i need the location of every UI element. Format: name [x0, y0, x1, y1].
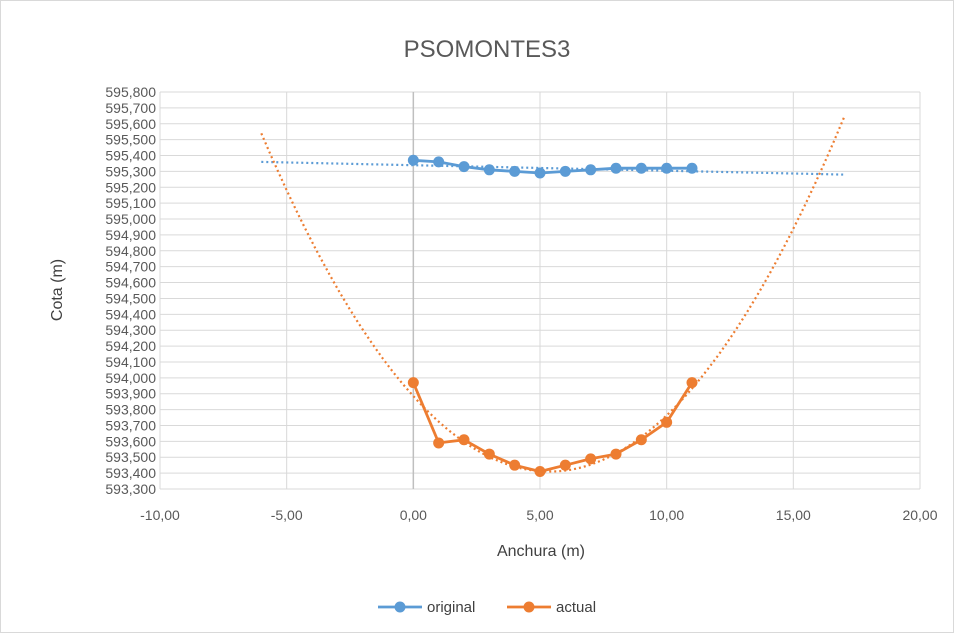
y-tick-label: 594,100: [105, 354, 156, 370]
trendlines: [260, 116, 846, 473]
y-tick-label: 593,300: [105, 481, 156, 497]
y-tick-label: 594,800: [105, 243, 156, 259]
y-tick-label: 595,700: [105, 100, 156, 116]
y-tick-label: 593,900: [105, 386, 156, 402]
x-tick-label: 5,00: [526, 507, 553, 523]
legend-swatch-marker: [394, 601, 406, 613]
y-tick-label: 594,200: [105, 338, 156, 354]
legend-label: actual: [556, 599, 596, 616]
actual-point: [407, 377, 419, 389]
y-tick-label: 594,000: [105, 370, 156, 386]
gridlines: [159, 91, 921, 490]
original-trendline: [261, 160, 845, 176]
y-tick-label: 595,400: [105, 148, 156, 164]
y-tick-label: 595,200: [105, 179, 156, 195]
x-tick-labels: -10,00 -5,00 0,00 5,00 10,00 15,00 20,00: [140, 507, 938, 523]
original-series: [407, 154, 698, 179]
legend-item-original: original: [378, 599, 475, 616]
actual-line: [412, 381, 694, 473]
original-point: [509, 165, 521, 177]
chart-title: PSOMONTES3: [404, 36, 571, 63]
actual-trendline: [260, 116, 846, 473]
original-point: [433, 156, 445, 168]
actual-point: [686, 377, 698, 389]
original-point: [635, 162, 647, 174]
y-tick-label: 594,400: [105, 306, 156, 322]
y-tick-label: 595,600: [105, 116, 156, 132]
original-point: [458, 161, 470, 173]
x-tick-label: 15,00: [776, 507, 811, 523]
y-tick-label: 595,300: [105, 163, 156, 179]
y-tick-label: 593,600: [105, 433, 156, 449]
y-tick-label: 594,700: [105, 259, 156, 275]
legend-swatch-marker: [523, 601, 535, 613]
y-tick-label: 593,800: [105, 402, 156, 418]
actual-point: [458, 434, 470, 446]
x-tick-label: -10,00: [140, 507, 180, 523]
original-point: [610, 162, 622, 174]
y-tick-label: 593,700: [105, 417, 156, 433]
x-tick-label: 10,00: [649, 507, 684, 523]
actual-point: [509, 459, 521, 471]
original-point: [686, 162, 698, 174]
original-point: [585, 164, 597, 176]
legend-item-actual: actual: [507, 599, 596, 616]
data-series: [407, 154, 698, 478]
actual-point: [635, 434, 647, 446]
legend-label: original: [427, 599, 475, 616]
y-tick-label: 595,000: [105, 211, 156, 227]
y-tick-label: 595,500: [105, 132, 156, 148]
actual-point: [483, 448, 495, 460]
y-tick-label: 594,900: [105, 227, 156, 243]
actual-point: [610, 448, 622, 460]
y-tick-label: 593,500: [105, 449, 156, 465]
x-axis-label: Anchura (m): [497, 543, 585, 560]
y-axis-label: Cota (m): [49, 259, 66, 321]
y-tick-label: 594,300: [105, 322, 156, 338]
actual-point: [661, 416, 673, 428]
y-tick-label: 594,600: [105, 275, 156, 291]
y-tick-label: 593,400: [105, 465, 156, 481]
original-point: [407, 154, 419, 166]
x-tick-label: 20,00: [902, 507, 937, 523]
original-point: [559, 165, 571, 177]
actual-point: [559, 459, 571, 471]
original-point: [483, 164, 495, 176]
original-point: [661, 162, 673, 174]
y-tick-labels: 593,300593,400593,500593,600593,700593,8…: [105, 84, 156, 497]
x-tick-label: -5,00: [271, 507, 303, 523]
y-tick-label: 594,500: [105, 290, 156, 306]
y-tick-label: 595,800: [105, 84, 156, 100]
actual-point: [433, 437, 445, 449]
y-tick-label: 595,100: [105, 195, 156, 211]
actual-series: [407, 377, 698, 478]
legend: original actual: [378, 599, 596, 616]
x-tick-label: 0,00: [400, 507, 427, 523]
original-point: [534, 167, 546, 179]
actual-point: [534, 466, 546, 478]
actual-point: [585, 453, 597, 465]
